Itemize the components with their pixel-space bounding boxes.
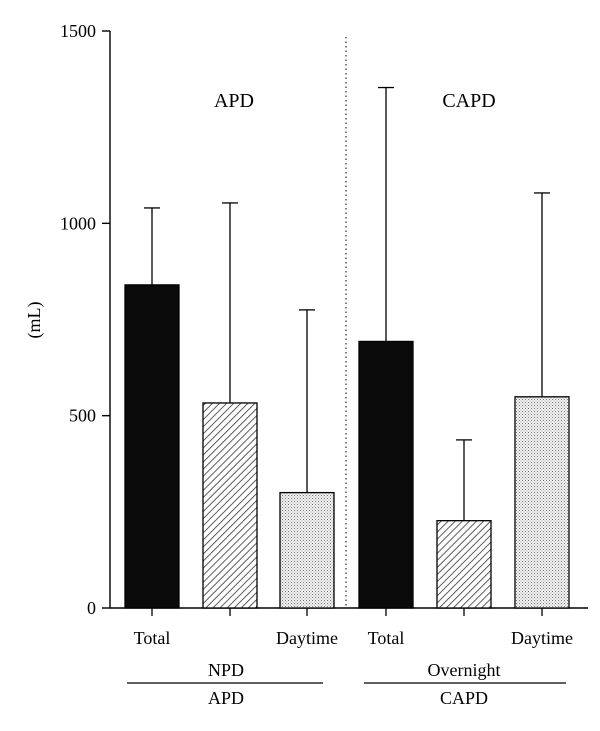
bar (279, 491, 335, 609)
y-tick-label: 500 (69, 406, 96, 426)
x-tick-label: Daytime (511, 628, 573, 648)
y-tick-label: 0 (87, 598, 96, 618)
bar (358, 340, 414, 609)
bar (514, 396, 570, 609)
x-tick-label: Total (368, 628, 405, 648)
bottom-label-apd: APD (208, 688, 244, 708)
y-ticks: 0 500 1000 1500 (60, 21, 110, 618)
y-axis-label: (mL) (24, 302, 45, 339)
group-title-capd: CAPD (442, 90, 495, 112)
bar (202, 402, 258, 609)
x-labels-layer: Total Daytime Total Daytime (134, 608, 573, 648)
bar (436, 520, 492, 609)
sublabel-npd: NPD (208, 660, 244, 680)
group-title-apd: APD (214, 90, 254, 112)
x-tick-label: Total (134, 628, 171, 648)
x-tick-label: Daytime (276, 628, 338, 648)
bar (124, 284, 180, 609)
y-tick-label: 1000 (60, 213, 96, 233)
bottom-label-capd: CAPD (440, 688, 488, 708)
sublabel-overnight: Overnight (428, 660, 501, 680)
bars-layer (124, 86, 570, 609)
y-tick-label: 1500 (60, 21, 96, 41)
